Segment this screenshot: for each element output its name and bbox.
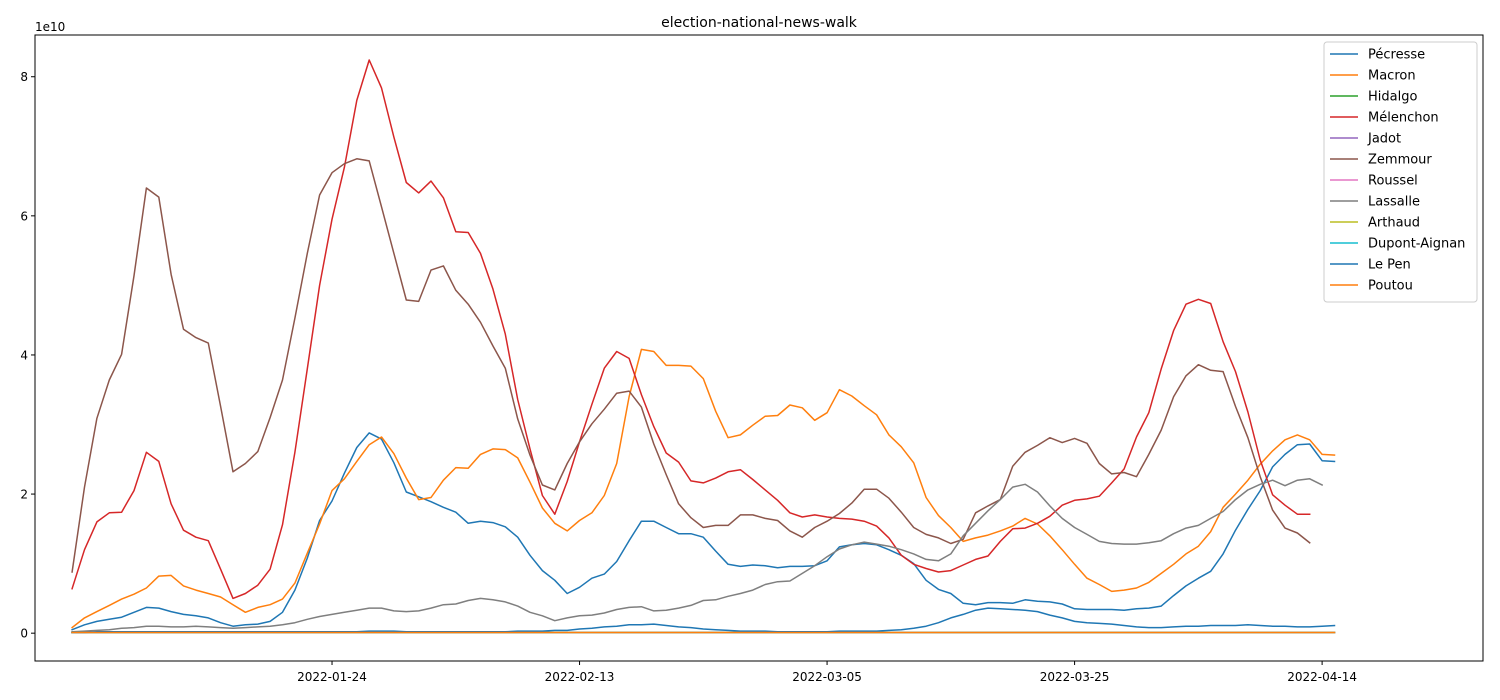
legend-label: Pécresse bbox=[1368, 48, 1425, 63]
x-tick-label: 2022-04-14 bbox=[1287, 670, 1357, 684]
chart-title: election-national-news-walk bbox=[661, 15, 858, 31]
x-tick-label: 2022-03-25 bbox=[1040, 670, 1110, 684]
x-tick-label: 2022-01-24 bbox=[297, 670, 367, 684]
legend-label: Jadot bbox=[1367, 132, 1401, 147]
axes-frame bbox=[34, 34, 1484, 662]
legend-label: Dupont-Aignan bbox=[1368, 237, 1465, 252]
series-line-0 bbox=[71, 432, 1336, 631]
legend-label: Arthaud bbox=[1368, 216, 1420, 231]
x-tick-label: 2022-03-05 bbox=[792, 670, 862, 684]
y-tick-label: 4 bbox=[20, 348, 28, 362]
series-line-3 bbox=[71, 59, 1311, 600]
series-line-7 bbox=[71, 478, 1324, 633]
legend-label: Roussel bbox=[1368, 174, 1418, 189]
x-tick-label: 2022-02-13 bbox=[545, 670, 615, 684]
plot-area bbox=[71, 59, 1336, 634]
series-line-5 bbox=[71, 158, 1311, 573]
y-tick-label: 6 bbox=[20, 209, 28, 223]
y-offset-label: 1e10 bbox=[35, 20, 65, 34]
y-tick-label: 8 bbox=[20, 70, 28, 84]
y-tick-label: 0 bbox=[20, 627, 28, 641]
legend-label: Mélenchon bbox=[1368, 111, 1439, 126]
y-tick-label: 2 bbox=[20, 488, 28, 502]
legend-label: Le Pen bbox=[1368, 258, 1411, 273]
legend-label: Hidalgo bbox=[1368, 90, 1417, 105]
series-line-1 bbox=[71, 348, 1336, 629]
legend-label: Macron bbox=[1368, 69, 1416, 84]
legend-label: Poutou bbox=[1368, 279, 1413, 294]
legend-label: Zemmour bbox=[1368, 153, 1432, 168]
legend-label: Lassalle bbox=[1368, 195, 1420, 210]
legend: Pécresse Macron Hidalgo Mélenchon Jadot Zemmo… bbox=[1323, 41, 1478, 303]
axes: 0 2 4 6 8 2022-01-24 2022-02-13 2022-03-05 2022-… bbox=[20, 70, 1357, 684]
legend-box bbox=[1323, 41, 1478, 303]
